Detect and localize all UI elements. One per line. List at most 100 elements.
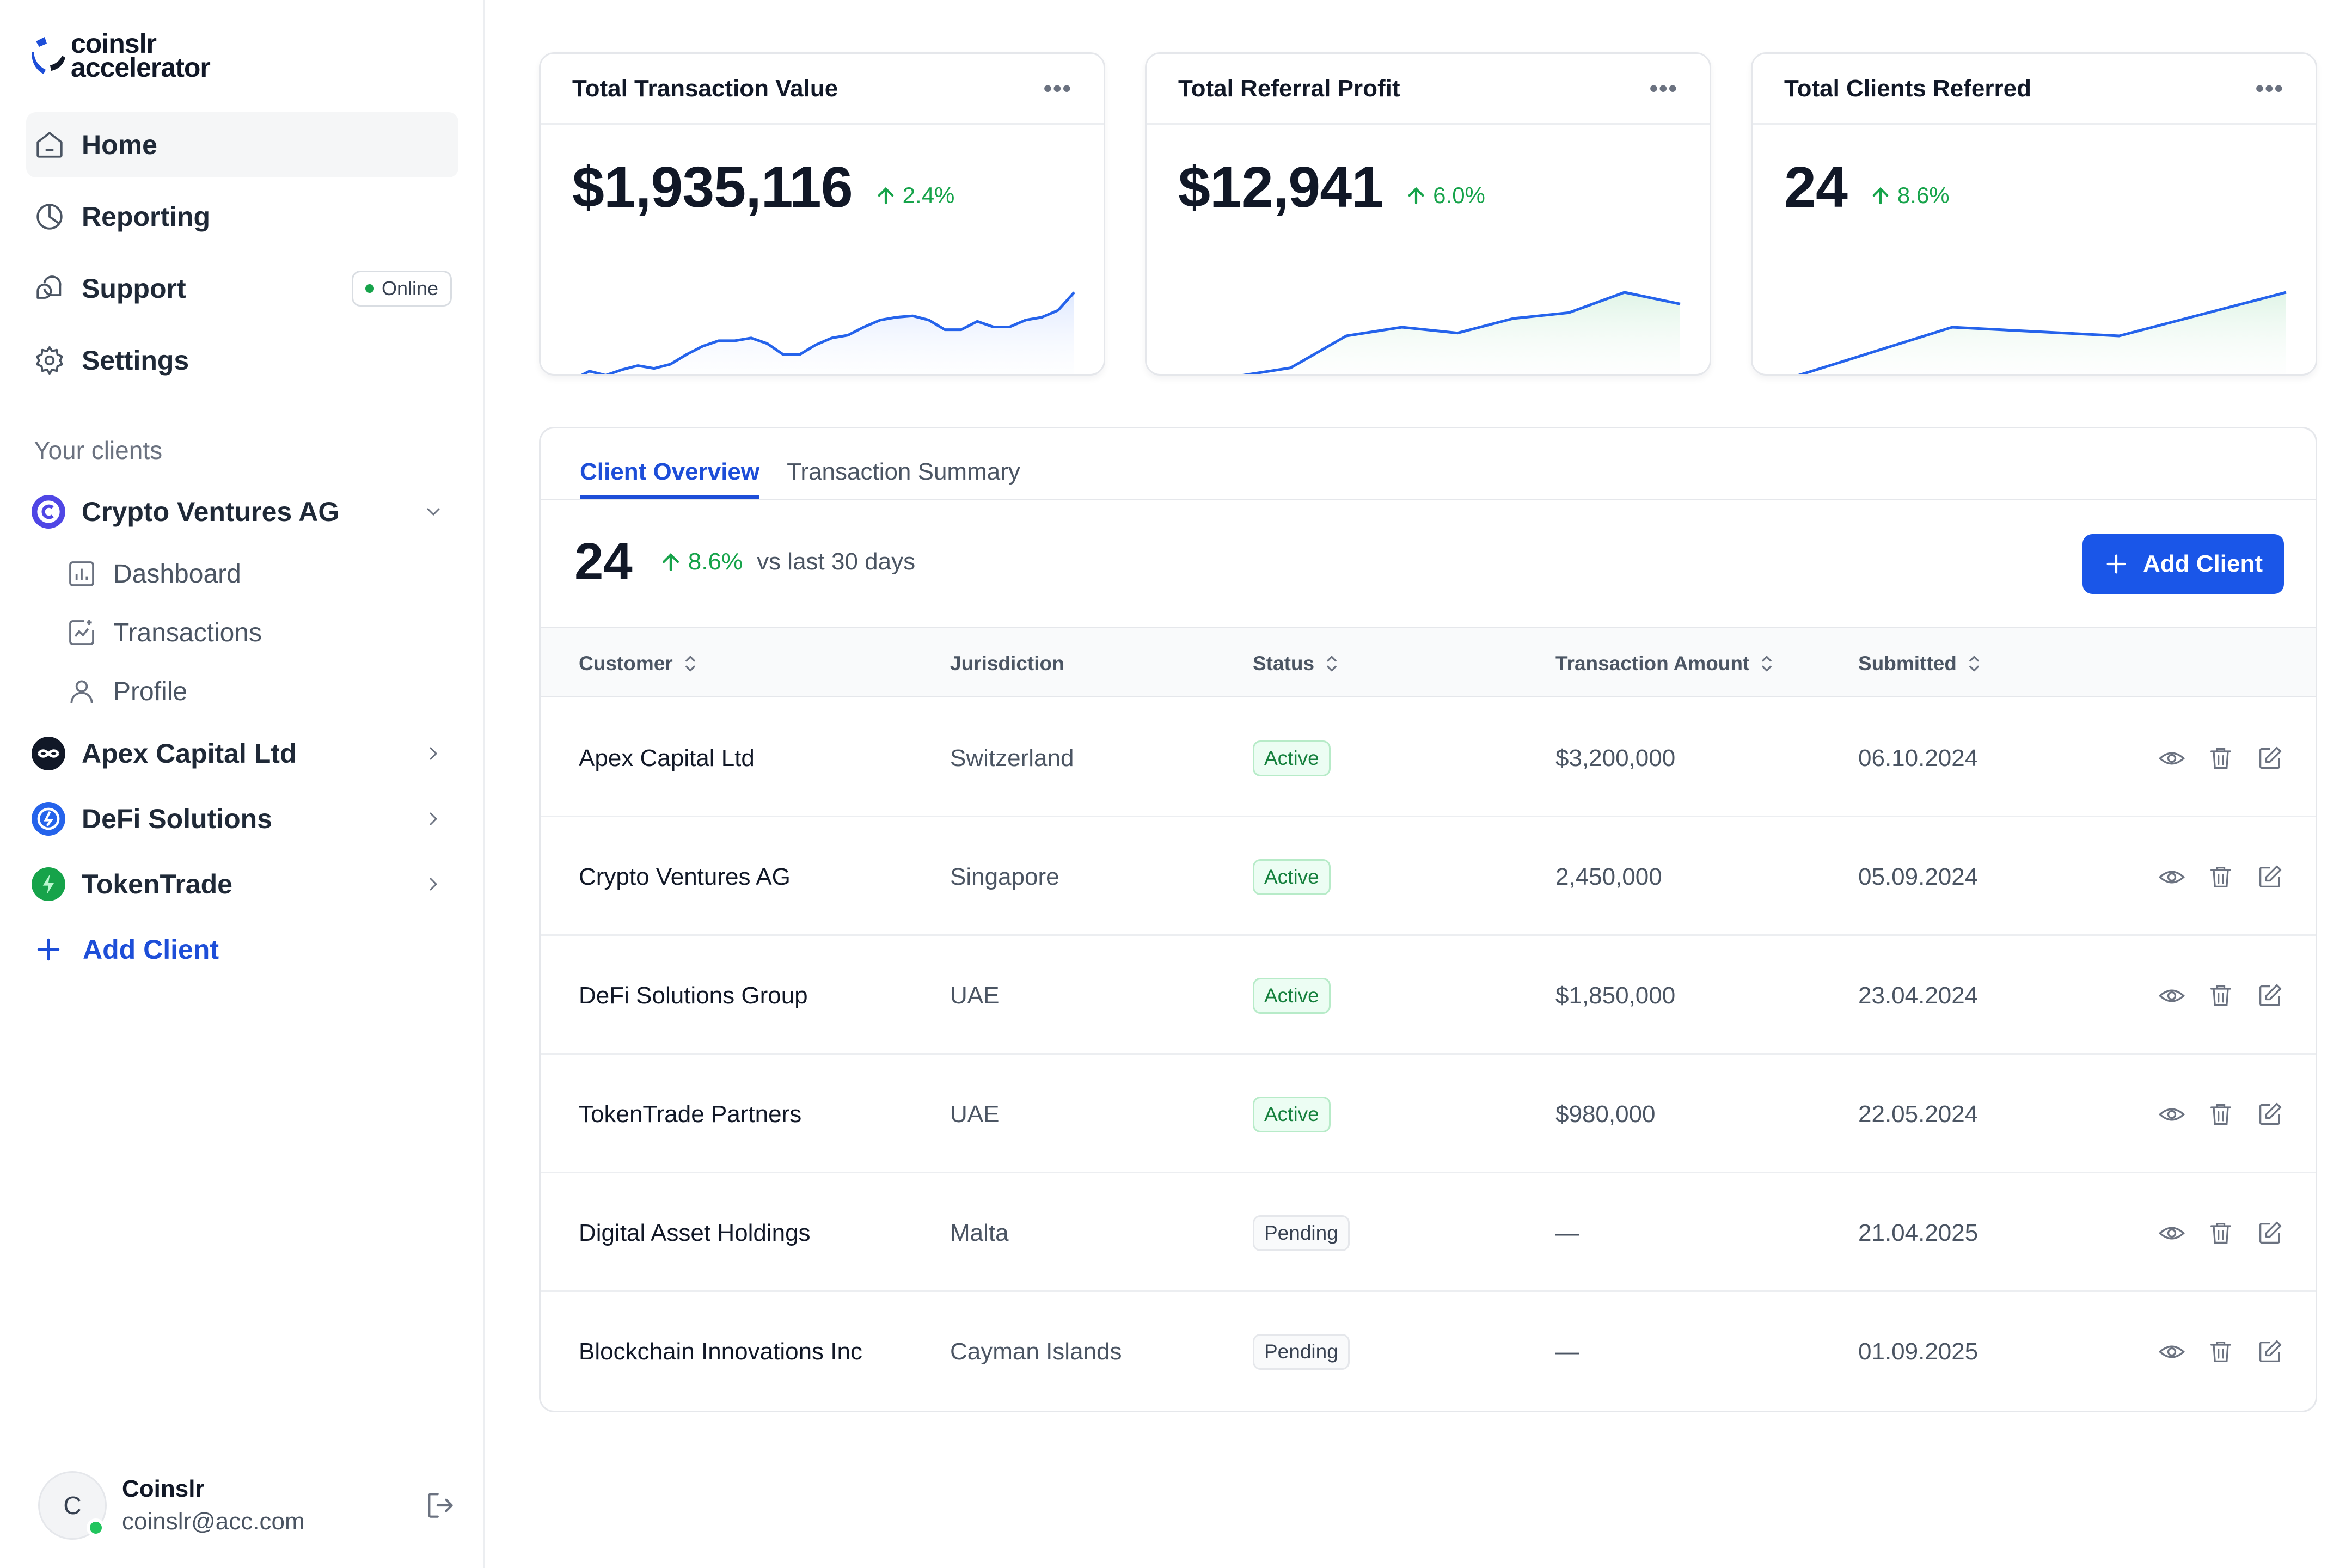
online-dot-icon (87, 1518, 105, 1537)
tab-client-overview[interactable]: Client Overview (580, 458, 760, 499)
table-row[interactable]: Digital Asset Holdings Malta Pending — 2… (541, 1174, 2316, 1292)
chevron-right-icon[interactable] (422, 873, 444, 895)
more-options-icon[interactable]: ••• (1043, 75, 1072, 102)
arrow-up-icon (1872, 187, 1889, 205)
add-client-button[interactable]: Add Client (2082, 534, 2284, 594)
card-delta: 8.6% (1897, 182, 1950, 208)
logo-line1: coinslr (71, 28, 157, 59)
cell-amount: — (1555, 1338, 1579, 1365)
client-item-apex-capital[interactable]: Apex Capital Ltd (26, 721, 458, 786)
nav-item-support[interactable]: Support Online (26, 256, 458, 321)
edit-pencil-icon[interactable] (2256, 1100, 2284, 1129)
view-eye-icon[interactable] (2158, 1219, 2186, 1247)
status-badge: Active (1253, 859, 1331, 895)
online-badge-label: Online (381, 277, 438, 299)
delete-trash-icon[interactable] (2207, 1338, 2235, 1366)
sort-icon (1327, 656, 1337, 672)
stat-card-referral-profit: Total Referral Profit ••• $12,941 6.0% (1145, 52, 1711, 376)
more-options-icon[interactable]: ••• (1649, 75, 1678, 102)
status-badge: Pending (1253, 1215, 1350, 1251)
cell-customer: Apex Capital Ltd (579, 744, 755, 771)
view-eye-icon[interactable] (2158, 982, 2186, 1010)
home-icon (34, 129, 65, 161)
delete-trash-icon[interactable] (2207, 982, 2235, 1010)
delete-trash-icon[interactable] (2207, 1100, 2235, 1129)
cell-jurisdiction: UAE (950, 1100, 1000, 1128)
card-title: Total Clients Referred (1784, 75, 2031, 102)
delete-trash-icon[interactable] (2207, 863, 2235, 891)
cell-submitted: 22.05.2024 (1858, 1100, 1979, 1128)
cell-submitted: 06.10.2024 (1858, 744, 1979, 771)
client-subitem-profile[interactable]: Profile (26, 662, 458, 721)
count-delta: 8.6% (688, 548, 743, 575)
sparkline-area (1251, 292, 1680, 374)
more-options-icon[interactable]: ••• (2255, 75, 2284, 102)
nav-item-reporting[interactable]: Reporting (26, 184, 458, 249)
delete-trash-icon[interactable] (2207, 1219, 2235, 1247)
client-item-crypto-ventures[interactable]: Crypto Ventures AG (26, 479, 458, 544)
sidebar-add-client-button[interactable]: Add Client (26, 917, 458, 982)
cell-jurisdiction: Singapore (950, 863, 1059, 890)
chevron-right-icon[interactable] (422, 743, 444, 764)
avatar[interactable]: C (38, 1471, 107, 1540)
sparkline-referral-profit (1242, 291, 1681, 374)
user-name: Coinslr (122, 1475, 205, 1502)
table-row[interactable]: TokenTrade Partners UAE Active $980,000 … (541, 1055, 2316, 1173)
subitem-label: Profile (113, 677, 188, 706)
crypto-ventures-logo-icon (32, 495, 65, 529)
main-nav: Home Reporting Support Online Settings (26, 112, 458, 400)
column-header-submitted[interactable]: Submitted (1858, 628, 1982, 699)
view-eye-icon[interactable] (2158, 863, 2186, 891)
edit-pencil-icon[interactable] (2256, 1338, 2284, 1366)
nav-label-settings: Settings (82, 345, 189, 376)
edit-pencil-icon[interactable] (2256, 982, 2284, 1010)
nav-label-reporting: Reporting (82, 201, 211, 232)
arrow-up-icon (878, 187, 894, 205)
card-value: $1,935,116 (572, 155, 853, 219)
logo-line2: accelerator (71, 52, 211, 83)
chevron-down-icon[interactable] (422, 501, 444, 523)
nav-item-settings[interactable]: Settings (26, 328, 458, 393)
edit-pencil-icon[interactable] (2256, 863, 2284, 891)
cell-customer: TokenTrade Partners (579, 1100, 802, 1128)
view-eye-icon[interactable] (2158, 744, 2186, 773)
cell-submitted: 05.09.2024 (1858, 863, 1979, 890)
cell-submitted: 01.09.2025 (1858, 1338, 1979, 1365)
card-value: 24 (1784, 155, 1848, 219)
sparkline-area (1802, 292, 2286, 374)
column-header-transaction-amount[interactable]: Transaction Amount (1555, 628, 1774, 699)
transactions-icon (66, 617, 97, 648)
cell-customer: Digital Asset Holdings (579, 1219, 811, 1246)
defi-solutions-logo-icon (32, 802, 65, 836)
sort-icon (685, 656, 695, 672)
client-item-defi-solutions[interactable]: DeFi Solutions (26, 786, 458, 852)
edit-pencil-icon[interactable] (2256, 744, 2284, 773)
table-row[interactable]: Blockchain Innovations Inc Cayman Island… (541, 1293, 2316, 1411)
arrow-up-icon (662, 553, 679, 571)
stat-card-clients-referred: Total Clients Referred ••• 24 8.6% (1751, 52, 2317, 376)
nav-item-home[interactable]: Home (26, 112, 458, 177)
sidebar: coinslr accelerator Home Reporting Suppo… (0, 0, 485, 1568)
table-row[interactable]: DeFi Solutions Group UAE Active $1,850,0… (541, 936, 2316, 1055)
add-client-button-label: Add Client (2143, 550, 2263, 577)
tab-transaction-summary[interactable]: Transaction Summary (787, 458, 1020, 485)
edit-pencil-icon[interactable] (2256, 1219, 2284, 1247)
logo[interactable]: coinslr accelerator (32, 28, 211, 83)
delete-trash-icon[interactable] (2207, 744, 2235, 773)
client-subitem-dashboard[interactable]: Dashboard (26, 544, 458, 603)
view-eye-icon[interactable] (2158, 1100, 2186, 1129)
chevron-right-icon[interactable] (422, 808, 444, 830)
cell-jurisdiction: UAE (950, 982, 1000, 1009)
column-header-customer[interactable]: Customer (579, 628, 698, 699)
table-row[interactable]: Crypto Ventures AG Singapore Active 2,45… (541, 818, 2316, 936)
cell-customer: DeFi Solutions Group (579, 982, 808, 1009)
cell-amount: $1,850,000 (1555, 982, 1676, 1009)
logout-icon[interactable] (424, 1489, 457, 1522)
logo-mark-icon (32, 37, 65, 74)
client-item-tokentrade[interactable]: TokenTrade (26, 852, 458, 917)
column-header-status[interactable]: Status (1253, 628, 1339, 699)
client-subitem-transactions[interactable]: Transactions (26, 603, 458, 662)
table-row[interactable]: Apex Capital Ltd Switzerland Active $3,2… (541, 699, 2316, 817)
view-eye-icon[interactable] (2158, 1338, 2186, 1366)
your-clients-heading: Your clients (34, 436, 163, 464)
